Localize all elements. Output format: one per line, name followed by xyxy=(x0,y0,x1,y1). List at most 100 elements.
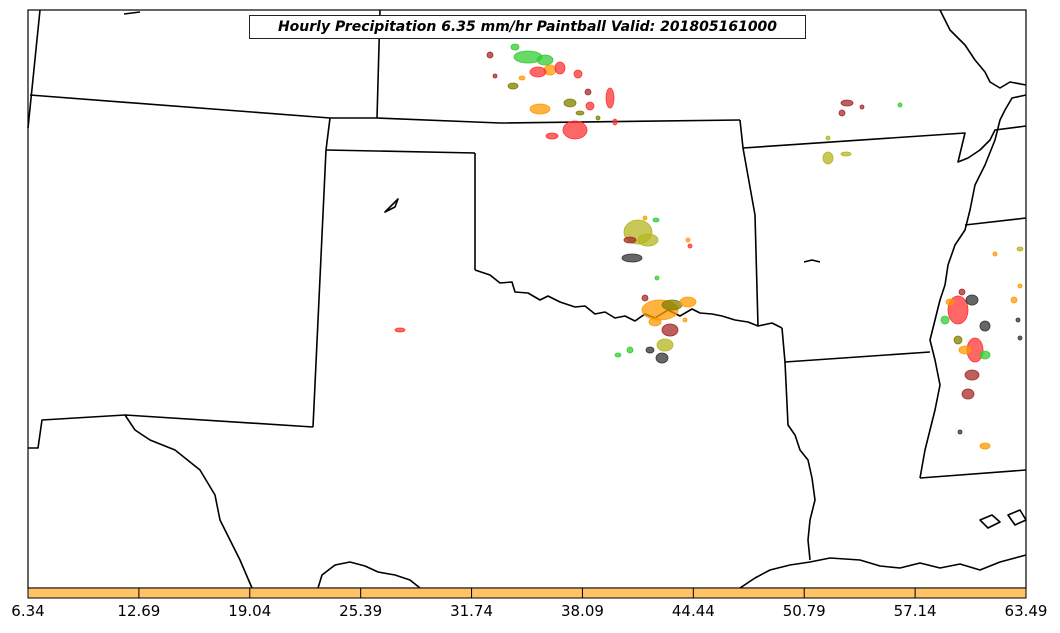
colorbar-ticks xyxy=(27,588,1027,598)
lake-4 xyxy=(803,259,821,263)
coast-south xyxy=(317,561,421,589)
precip-blob xyxy=(957,429,963,435)
precip-blob xyxy=(840,99,854,107)
precip-blob xyxy=(642,215,648,221)
precip-blob xyxy=(661,323,679,337)
precip-blob xyxy=(679,296,697,308)
precip-blob xyxy=(945,298,955,306)
precip-blob xyxy=(682,317,688,323)
lake-3 xyxy=(384,198,399,213)
colorbar-tick-label: 63.49 xyxy=(1004,602,1048,620)
boundary-mo-ar xyxy=(742,125,1027,163)
precip-blob xyxy=(687,243,693,249)
precip-blob xyxy=(840,151,852,157)
precip-blob xyxy=(563,98,577,108)
precip-blob xyxy=(648,317,662,327)
boundary-nm-tx-east xyxy=(312,149,327,428)
precip-blob xyxy=(1017,335,1023,341)
precip-blob xyxy=(897,102,903,108)
precip-blob xyxy=(961,388,975,400)
colorbar-tick-label: 12.69 xyxy=(117,602,161,620)
precip-blob xyxy=(958,288,966,296)
colorbar-tick-label: 38.09 xyxy=(560,602,604,620)
precip-blob xyxy=(964,369,980,381)
precip-blob xyxy=(621,253,643,263)
precip-blob xyxy=(394,327,406,333)
precip-blob xyxy=(979,442,991,450)
precip-blob xyxy=(655,352,669,364)
precip-blob xyxy=(992,251,998,257)
precip-blob xyxy=(965,294,979,306)
precip-blob xyxy=(637,233,659,247)
rio-grande xyxy=(124,414,314,589)
gulf-coast xyxy=(739,554,1027,589)
sabine-river xyxy=(784,361,816,561)
precip-blob xyxy=(958,345,972,355)
precip-blob xyxy=(1016,246,1024,252)
precip-blob xyxy=(518,75,526,81)
colorbar-tick-label: 57.14 xyxy=(893,602,937,620)
precip-blob xyxy=(554,61,566,75)
precip-blob xyxy=(623,236,637,244)
precip-blob xyxy=(859,104,865,110)
boundary-tn xyxy=(964,217,1027,226)
precip-blob xyxy=(595,115,601,121)
map-title: Hourly Precipitation 6.35 mm/hr Paintbal… xyxy=(249,15,806,39)
precip-blob xyxy=(605,87,615,109)
colorbar-tick-label: 44.44 xyxy=(671,602,715,620)
precip-blob xyxy=(641,294,649,302)
precip-blob xyxy=(979,320,991,332)
boundary-ks-ok-west xyxy=(325,149,476,154)
precip-blob xyxy=(614,352,622,358)
precip-blob xyxy=(507,82,519,90)
precip-blob xyxy=(979,350,991,360)
precip-blob xyxy=(492,73,498,79)
precip-blob xyxy=(1015,317,1021,323)
precip-blob xyxy=(562,120,588,140)
precip-blob xyxy=(685,237,691,243)
colorbar-tick-label: 31.74 xyxy=(450,602,494,620)
precip-blob xyxy=(510,43,520,51)
colorbar xyxy=(27,587,1027,599)
precip-blob xyxy=(652,217,660,223)
precip-blob xyxy=(822,151,834,165)
precip-blob xyxy=(575,110,585,116)
boundary-west xyxy=(27,9,41,129)
precip-blob xyxy=(529,103,551,115)
boundary-ok-ar xyxy=(742,147,759,327)
boundary-wy-co xyxy=(29,94,331,119)
precip-blob xyxy=(486,51,494,59)
precip-blob xyxy=(545,132,559,140)
colorbar-tick-label: 50.79 xyxy=(782,602,826,620)
precip-blob xyxy=(536,54,554,66)
state-boundaries xyxy=(27,9,1027,589)
boundary-ne-ks xyxy=(376,117,741,124)
precip-blob xyxy=(1010,296,1018,304)
precip-blob xyxy=(661,299,683,311)
paintball-blobs xyxy=(394,43,1024,450)
boundary-ms-la xyxy=(919,469,1027,479)
precip-blob xyxy=(953,335,963,345)
colorbar-tick-label: 19.04 xyxy=(228,602,272,620)
lake-2 xyxy=(1007,509,1027,526)
map-frame xyxy=(27,9,1027,589)
precip-blob xyxy=(645,346,655,354)
precip-blob xyxy=(1017,283,1023,289)
precip-blob xyxy=(585,101,595,111)
precip-blob xyxy=(529,66,547,78)
precip-blob xyxy=(584,88,592,96)
boundary-mississippi-north xyxy=(939,9,1027,89)
precip-blob xyxy=(573,69,583,79)
boundary-top-small xyxy=(123,11,141,15)
mississippi-river xyxy=(919,94,1027,479)
precip-blob xyxy=(940,315,950,325)
precip-blob xyxy=(654,275,660,281)
precip-blob xyxy=(838,109,846,117)
colorbar-tick-label: 25.39 xyxy=(339,602,383,620)
colorbar-tick-label: 6.34 xyxy=(11,602,45,620)
precip-blob xyxy=(612,118,618,126)
boundary-mo-ks xyxy=(739,119,744,149)
boundary-tx-mexico-west xyxy=(28,414,126,449)
lake xyxy=(979,514,1001,529)
